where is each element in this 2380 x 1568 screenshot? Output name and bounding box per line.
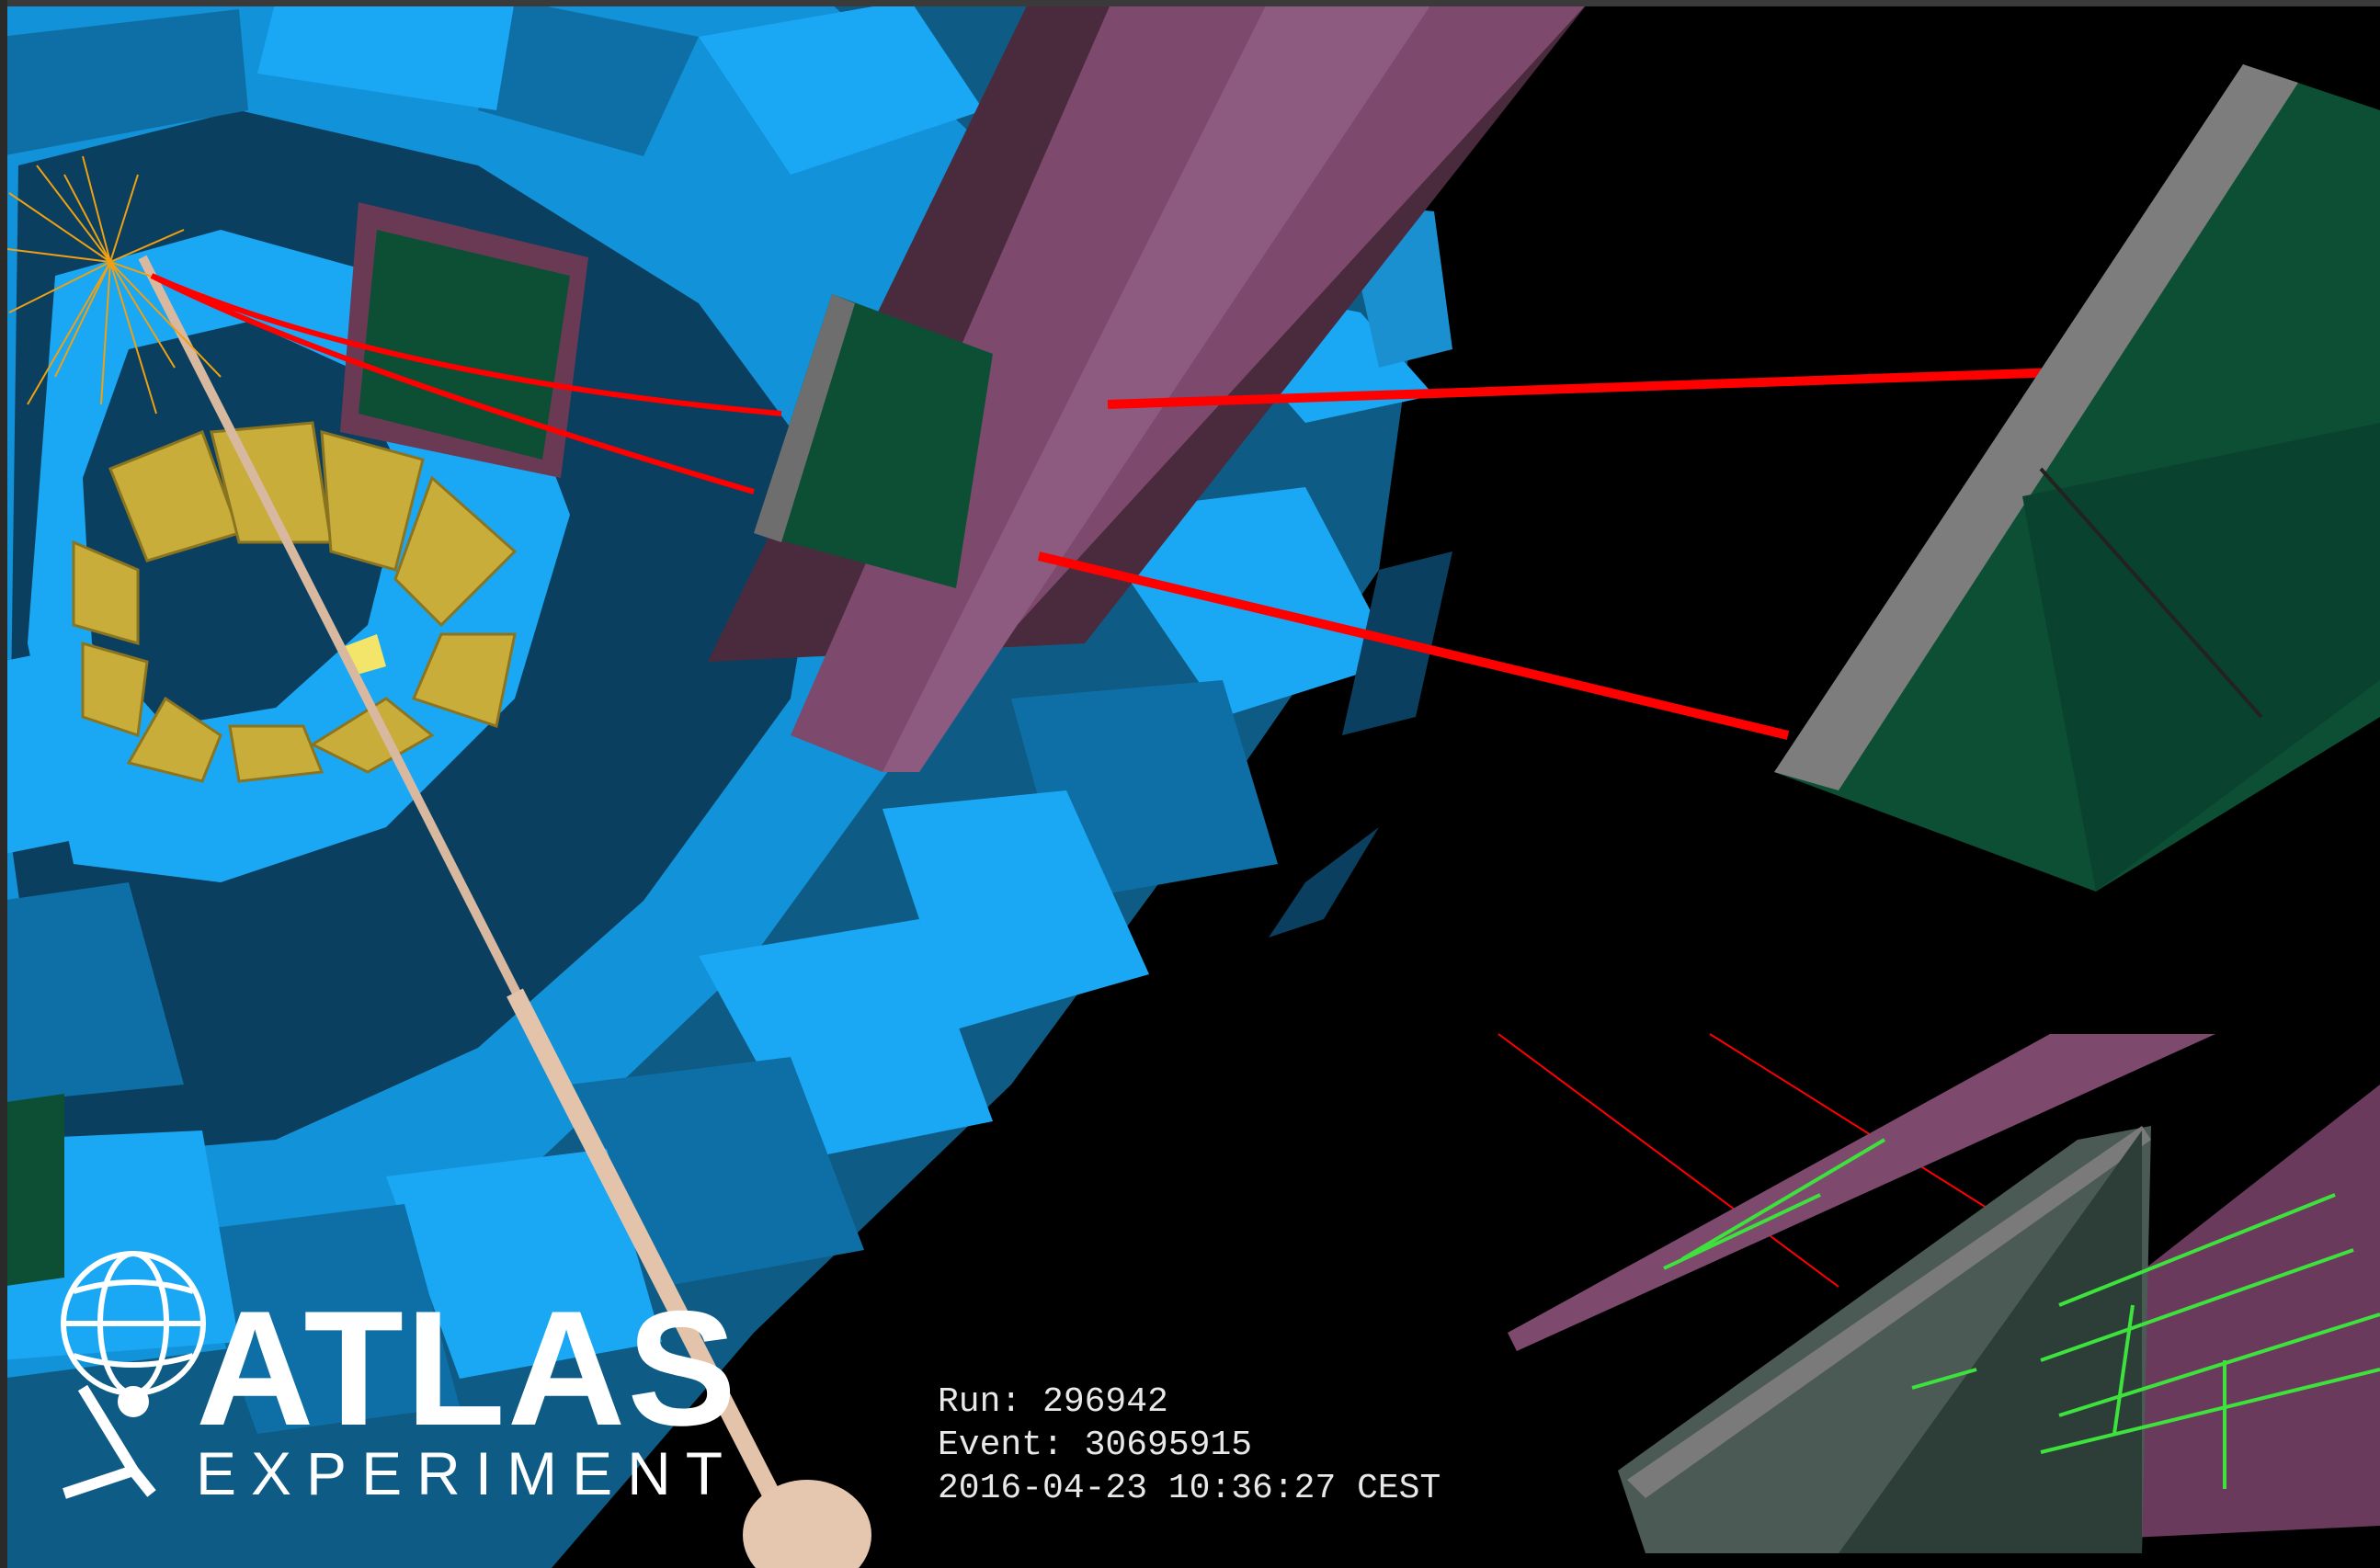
left-chamber [0,1094,64,1287]
atlas-globe-figure-icon [61,1251,206,1499]
logo-subtitle: EXPERIMENT [196,1439,738,1507]
lower-muon-chambers [1508,1034,2380,1553]
inner-muon-chamber [340,202,588,478]
endcap-ring [72,421,518,783]
outer-muon-chamber [1774,64,2380,892]
top-border [0,0,2380,6]
middle-muon-chamber [754,294,993,588]
beam-pipe [138,255,871,1568]
logo-title: ATLAS [196,1277,739,1460]
datetime-label: 2016-04-23 10:36:27 CEST [938,1469,1441,1508]
muon-tracks [150,273,2143,1306]
event-label: Event: 30695915 [938,1426,1253,1465]
run-label: Run: 296942 [938,1382,1168,1422]
left-border [0,0,7,1568]
event-info-panel: Run: 296942 Event: 30695915 2016-04-23 1… [938,1381,1441,1510]
hit-segments [1663,1138,2380,1489]
